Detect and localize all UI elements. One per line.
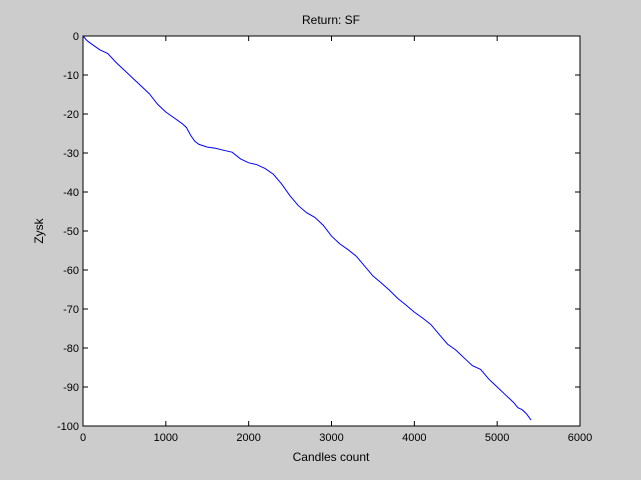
y-axis-label: Zysk <box>32 217 46 243</box>
y-tick-label: 0 <box>73 31 79 43</box>
y-tick-label: -30 <box>63 148 79 160</box>
y-tick-label: -70 <box>63 304 79 316</box>
axis-ticks: 0 1000 2000 3000 4000 5000 6000 0 -10 -20 -30 -40 -5… <box>57 31 592 444</box>
series-line <box>82 35 532 421</box>
y-tick-label: -50 <box>63 226 79 238</box>
series-layer <box>82 35 532 421</box>
y-tick-label: -10 <box>63 70 79 82</box>
x-tick-label: 3000 <box>319 432 343 444</box>
x-tick-label: 1000 <box>154 432 178 444</box>
x-tick-label: 2000 <box>236 432 260 444</box>
y-tick-label: -20 <box>63 109 79 121</box>
chart-title: Return: SF <box>302 13 360 27</box>
x-tick-label: 5000 <box>485 432 509 444</box>
y-tick-label: -100 <box>57 421 79 433</box>
y-tick-label: -90 <box>63 382 79 394</box>
y-tick-label: -60 <box>63 265 79 277</box>
x-tick-label: 0 <box>80 432 86 444</box>
x-tick-label: 4000 <box>402 432 426 444</box>
plot-area <box>82 35 581 427</box>
y-tick-label: -40 <box>63 187 79 199</box>
x-tick-label: 6000 <box>568 432 592 444</box>
y-tick-label: -80 <box>63 343 79 355</box>
x-axis-label: Candles count <box>293 450 370 464</box>
